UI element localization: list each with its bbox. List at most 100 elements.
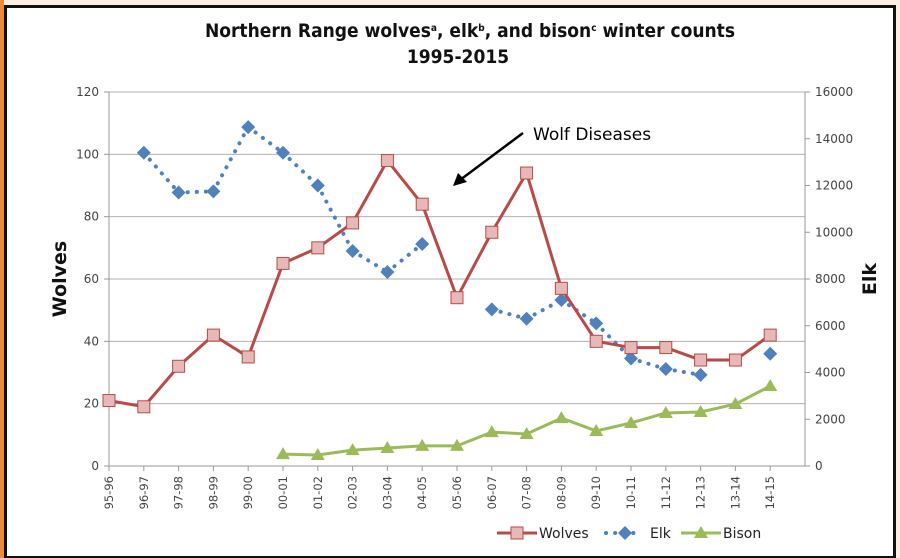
- elk-marker: [241, 120, 256, 135]
- elk-line-segment: [663, 366, 703, 377]
- elk-line-segment: [489, 307, 529, 321]
- x-tick-label: 95-96: [102, 476, 116, 509]
- bison-marker: [380, 441, 395, 454]
- elk-line-segment: [246, 125, 285, 155]
- wolves-marker: [510, 526, 524, 540]
- bison-line-segment: [491, 430, 527, 436]
- x-tick-label: 97-98: [172, 476, 186, 509]
- y-axis-right-label: Elk: [859, 263, 881, 295]
- elk-marker: [171, 185, 186, 200]
- legend-label: Elk: [650, 526, 672, 542]
- elk-series: [136, 120, 778, 382]
- y-right-tick-label: 6000: [815, 319, 846, 333]
- wolves-marker: [102, 394, 116, 408]
- annotation-text: Wolf Diseases: [533, 125, 651, 145]
- y-right-tick-label: 10000: [815, 225, 853, 239]
- wolves-marker: [415, 197, 429, 211]
- elk-line-segment: [524, 298, 564, 321]
- bison-line-segment: [630, 411, 667, 425]
- wolves-line-segment: [386, 159, 424, 206]
- elk-marker: [380, 264, 395, 279]
- y-right-tick-label: 14000: [815, 132, 853, 146]
- x-tick-label: 13-14: [728, 476, 742, 509]
- bison-marker: [450, 438, 464, 451]
- wolves-marker: [485, 225, 499, 239]
- wolves-marker: [763, 328, 777, 342]
- elk-line-segment: [385, 241, 425, 274]
- bison-marker: [728, 397, 743, 410]
- elk-marker: [310, 178, 325, 193]
- bison-line-segment: [352, 446, 388, 452]
- x-tick-label: 03-04: [380, 476, 394, 509]
- x-tick-label: 06-07: [485, 476, 499, 509]
- wolves-line-segment: [490, 172, 528, 234]
- elk-line-segment: [211, 125, 251, 194]
- wolves-line-segment: [525, 172, 563, 289]
- wolves-marker: [659, 341, 673, 355]
- wolves-line-segment: [420, 203, 459, 299]
- bison-line-segment: [525, 416, 563, 436]
- x-tick-label: 98-99: [206, 476, 220, 509]
- x-tick-label: 96-97: [137, 476, 151, 509]
- bison-marker: [554, 411, 569, 424]
- bison-marker: [589, 423, 604, 436]
- elk-marker: [763, 346, 778, 361]
- legend-item-wolves: Wolves: [497, 526, 589, 542]
- elk-marker: [206, 184, 221, 199]
- elk-marker: [484, 302, 499, 317]
- y-left-tick-label: 20: [84, 397, 99, 411]
- elk-marker: [136, 145, 151, 160]
- elk-line-segment: [315, 183, 355, 253]
- elk-marker: [276, 145, 290, 160]
- y-right-tick-label: 12000: [815, 179, 853, 193]
- x-tick-label: 05-06: [450, 476, 464, 509]
- bison-marker: [310, 448, 325, 461]
- legend-label: Wolves: [539, 526, 589, 542]
- wolves-marker: [450, 291, 464, 305]
- x-tick-label: 12-13: [694, 476, 708, 509]
- bison-line-segment: [595, 421, 632, 433]
- bison-line-segment: [282, 452, 318, 457]
- y-left-tick-label: 120: [76, 85, 99, 99]
- chart-subtitle: 1995-2015: [407, 46, 509, 68]
- elk-line-segment: [629, 356, 668, 371]
- annotation-arrowhead: [453, 173, 467, 186]
- bison-line-segment: [665, 410, 701, 415]
- x-tick-label: 09-10: [589, 476, 603, 509]
- wolves-marker: [694, 353, 708, 367]
- y-left-tick-label: 0: [91, 459, 99, 473]
- wolves-marker: [346, 216, 360, 230]
- elk-line-segment: [281, 150, 320, 188]
- elk-marker: [624, 351, 638, 366]
- x-tick-label: 14-15: [763, 476, 777, 509]
- wolves-marker: [206, 328, 220, 342]
- wolves-marker: [624, 341, 638, 355]
- wolves-marker: [554, 281, 568, 295]
- bison-series: [276, 379, 778, 461]
- chart-title: Northern Range wolvesa, elkb, and bisonc…: [205, 20, 735, 42]
- wolves-line-segment: [455, 231, 494, 299]
- bison-marker: [415, 438, 430, 451]
- wolves-line-segment: [560, 287, 598, 343]
- elk-marker: [415, 236, 430, 251]
- legend-item-bison: Bison: [681, 526, 761, 542]
- wolves-line-segment: [351, 159, 389, 224]
- x-tick-label: 02-03: [346, 476, 360, 509]
- wolves-marker: [276, 256, 290, 270]
- elk-marker: [693, 367, 708, 382]
- wolves-marker: [311, 241, 325, 255]
- bison-line-segment: [387, 444, 423, 450]
- legend-item-elk: Elk: [604, 526, 672, 542]
- elk-marker: [618, 526, 632, 540]
- y-left-tick-label: 80: [84, 210, 99, 224]
- bison-marker: [519, 426, 534, 439]
- x-tick-label: 04-05: [415, 476, 429, 509]
- wolves-marker: [589, 334, 603, 348]
- elk-line-segment: [594, 321, 633, 361]
- y-right-tick-label: 0: [815, 459, 823, 473]
- bison-marker: [658, 405, 673, 418]
- annotation-arrow: [459, 131, 524, 182]
- elk-line-segment: [559, 298, 599, 326]
- wolves-marker: [728, 353, 742, 367]
